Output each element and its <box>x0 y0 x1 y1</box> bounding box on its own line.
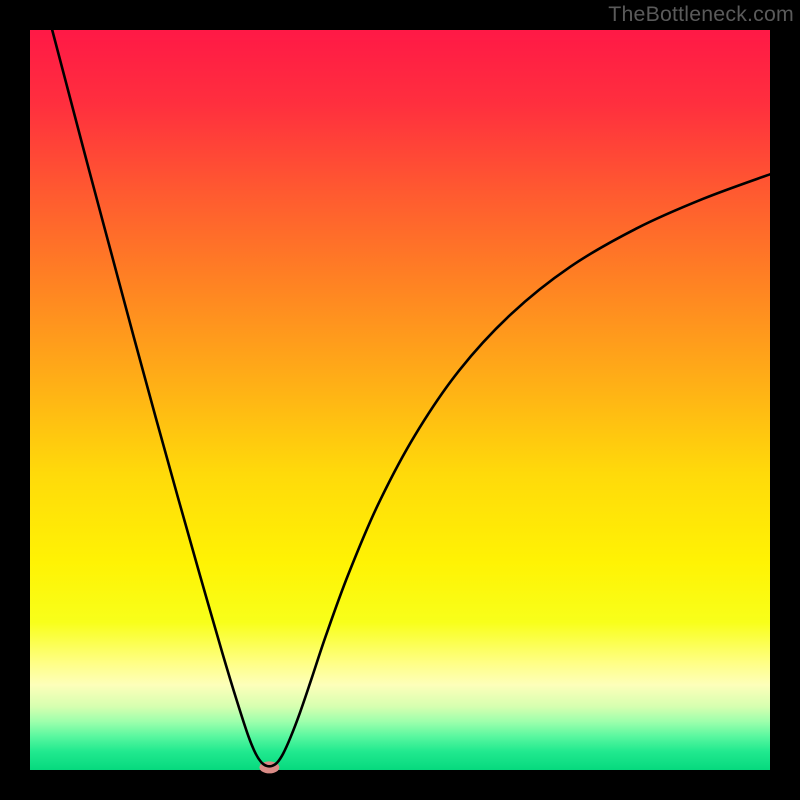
watermark-label: TheBottleneck.com <box>608 2 794 27</box>
bottleneck-chart <box>0 0 800 800</box>
plot-background <box>30 30 770 770</box>
chart-container: TheBottleneck.com <box>0 0 800 800</box>
